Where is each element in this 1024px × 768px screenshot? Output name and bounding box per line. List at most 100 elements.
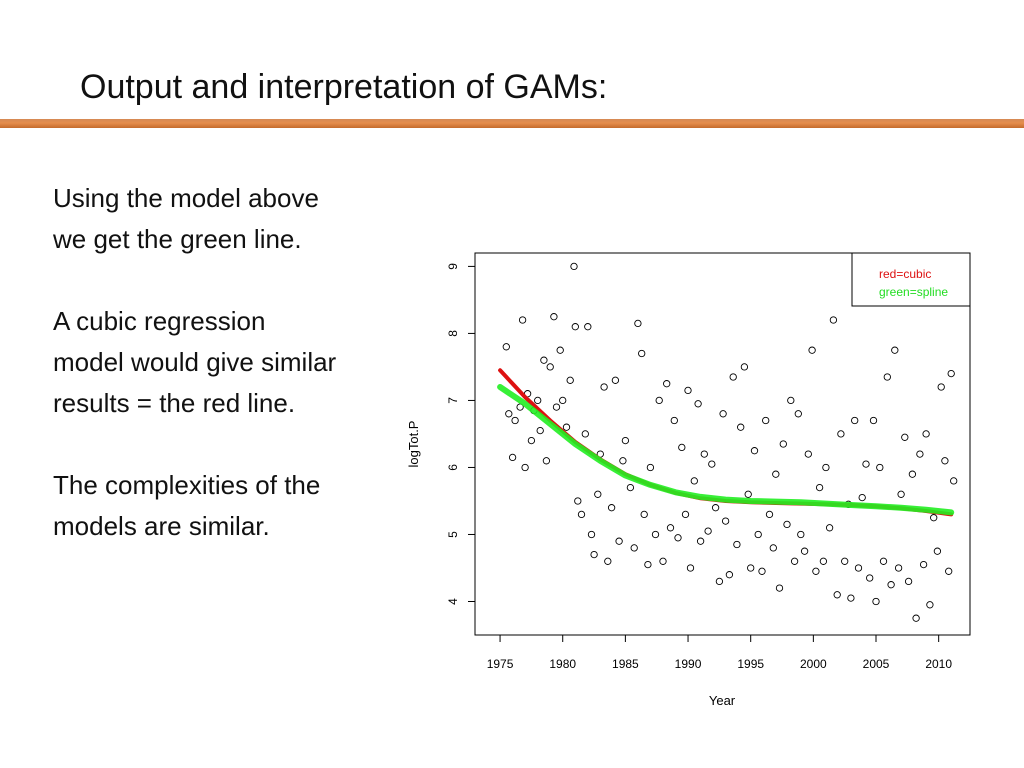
y-tick-label: 5	[446, 531, 460, 538]
data-point	[740, 363, 749, 371]
data-point	[758, 567, 766, 575]
slide-title: Output and interpretation of GAMs:	[80, 68, 608, 106]
data-point	[904, 577, 913, 586]
data-point	[837, 430, 845, 438]
data-point	[725, 571, 734, 579]
data-point	[542, 457, 551, 465]
data-point	[937, 383, 945, 391]
legend-box	[851, 252, 971, 307]
data-point	[762, 416, 770, 425]
data-point	[527, 436, 536, 445]
x-tick-label: 1990	[675, 657, 702, 671]
data-point	[570, 262, 578, 271]
x-tick-label: 1980	[549, 657, 576, 671]
data-point	[908, 470, 917, 478]
x-tick-label: 2000	[800, 657, 827, 671]
data-point	[536, 426, 544, 435]
data-point	[787, 396, 795, 405]
data-point	[765, 510, 774, 519]
data-point	[894, 564, 903, 572]
data-point	[534, 396, 542, 405]
data-point	[862, 460, 870, 468]
data-point	[833, 591, 841, 599]
paragraph-complexity: The complexities of the models are simil…	[53, 470, 321, 541]
data-point	[684, 386, 692, 395]
data-point	[678, 443, 686, 452]
data-point	[901, 433, 909, 441]
data-point	[926, 601, 934, 609]
data-point	[640, 510, 648, 519]
data-point	[819, 557, 828, 565]
data-point	[721, 517, 730, 525]
data-point	[825, 524, 834, 532]
data-point	[559, 396, 567, 405]
data-point	[577, 510, 586, 519]
data-point	[769, 544, 777, 552]
data-point	[822, 463, 830, 472]
data-point	[775, 584, 784, 592]
data-point	[619, 457, 627, 465]
spline-fit-line	[497, 384, 955, 516]
data-point	[930, 514, 938, 522]
legend-entry-spline: green=spline	[879, 285, 948, 299]
data-point	[630, 544, 638, 552]
data-point	[851, 416, 859, 425]
data-point	[808, 346, 816, 354]
data-point	[887, 581, 895, 589]
data-point	[841, 557, 849, 565]
data-point	[690, 477, 698, 485]
data-point	[708, 460, 716, 468]
fit-lines	[497, 368, 955, 517]
data-point	[694, 400, 702, 408]
data-point	[947, 369, 955, 378]
data-point	[615, 537, 623, 545]
data-point	[829, 316, 838, 324]
data-point	[783, 520, 791, 529]
data-point	[674, 534, 682, 542]
data-point	[556, 346, 564, 354]
data-point	[754, 530, 762, 539]
y-axis: 4 5 6 7 8 9	[446, 263, 476, 605]
data-point	[611, 376, 620, 384]
paragraph-cubic-model: A cubic regression model would give simi…	[53, 306, 337, 418]
data-point	[704, 527, 712, 535]
data-point	[772, 470, 780, 478]
data-point	[590, 550, 598, 559]
data-point	[729, 373, 737, 381]
data-point	[681, 510, 690, 519]
data-point	[897, 490, 905, 498]
data-point	[916, 450, 924, 458]
data-point	[779, 440, 787, 448]
data-point	[546, 363, 554, 371]
data-point	[562, 423, 571, 431]
data-point	[646, 463, 655, 472]
data-point	[587, 530, 596, 539]
x-tick-label: 2005	[863, 657, 890, 671]
data-point	[858, 493, 866, 502]
data-point	[659, 557, 667, 565]
data-point	[621, 436, 630, 445]
plot-frame	[474, 252, 971, 636]
data-point	[696, 537, 705, 545]
data-point	[604, 557, 612, 565]
data-point	[737, 423, 745, 431]
title-divider	[0, 119, 1024, 128]
data-point	[566, 376, 574, 384]
data-point	[794, 410, 802, 418]
data-point	[594, 490, 602, 498]
data-point	[644, 560, 652, 569]
data-point	[812, 567, 820, 575]
data-point	[866, 574, 874, 582]
y-tick-label: 7	[446, 397, 460, 404]
data-point	[508, 453, 517, 462]
data-point	[815, 483, 824, 492]
data-point	[666, 524, 675, 532]
data-points	[502, 262, 958, 622]
data-point	[950, 477, 958, 485]
data-point	[518, 316, 527, 324]
data-point	[670, 416, 678, 425]
data-point	[651, 530, 660, 539]
data-point	[750, 447, 759, 455]
data-point	[511, 416, 519, 425]
